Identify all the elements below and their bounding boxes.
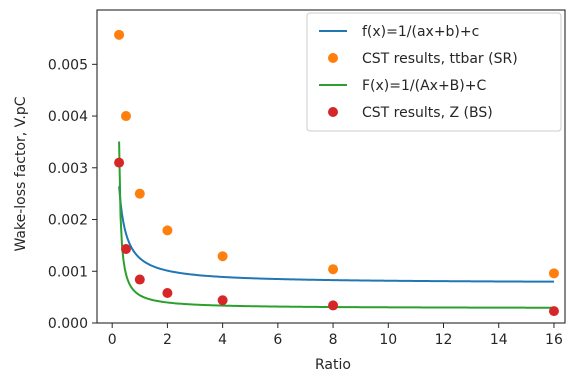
data-point — [120, 111, 131, 122]
y-tick-label: 0.001 — [48, 264, 88, 280]
legend-label: f(x)=1/(ax+b)+c — [362, 24, 479, 40]
series-line-2 — [118, 141, 554, 309]
legend-label: CST results, ttbar (SR) — [362, 51, 518, 67]
y-tick-label: 0.004 — [48, 109, 88, 125]
legend-marker-swatch — [328, 107, 338, 117]
x-tick-label: 2 — [163, 332, 172, 348]
data-point — [217, 251, 228, 262]
data-point — [162, 225, 173, 236]
data-point — [162, 287, 173, 298]
axes: 0 2 4 6 8 10 12 14 16 0.000 0.001 0.002 0.003 0.004 0.… — [48, 9, 566, 348]
x-tick-label: 16 — [545, 332, 563, 348]
data-point — [328, 264, 339, 275]
x-axis-label: Ratio — [315, 357, 351, 373]
series-line-0 — [118, 186, 554, 283]
y-tick-label: 0.003 — [48, 161, 88, 177]
data-point — [114, 157, 125, 168]
y-tick-label: 0.005 — [48, 57, 88, 73]
legend-label: F(x)=1/(Ax+B)+C — [362, 78, 486, 94]
x-tick-label: 0 — [108, 332, 117, 348]
x-tick-label: 14 — [490, 332, 508, 348]
plot-frame — [96, 9, 566, 324]
legend: f(x)=1/(ax+b)+c CST results, ttbar (SR) F(… — [306, 12, 562, 132]
y-axis-label: Wake-loss factor, V.pC — [13, 96, 29, 251]
y-tick-label: 0.000 — [48, 316, 88, 332]
plot-area — [114, 29, 559, 317]
data-point — [134, 188, 145, 199]
x-tick-label: 6 — [273, 332, 282, 348]
x-tick-label: 12 — [435, 332, 453, 348]
data-point — [120, 244, 131, 255]
y-tick-label: 0.002 — [48, 213, 88, 229]
legend-box — [306, 12, 562, 132]
data-point — [328, 300, 339, 311]
data-point — [217, 295, 228, 306]
data-point — [134, 274, 145, 285]
x-tick-label: 10 — [379, 332, 397, 348]
data-point — [114, 29, 125, 40]
data-point — [548, 306, 559, 317]
data-point — [548, 268, 559, 279]
x-tick-label: 4 — [218, 332, 227, 348]
legend-label: CST results, Z (BS) — [362, 105, 493, 121]
x-tick-label: 8 — [329, 332, 338, 348]
legend-marker-swatch — [328, 53, 338, 63]
